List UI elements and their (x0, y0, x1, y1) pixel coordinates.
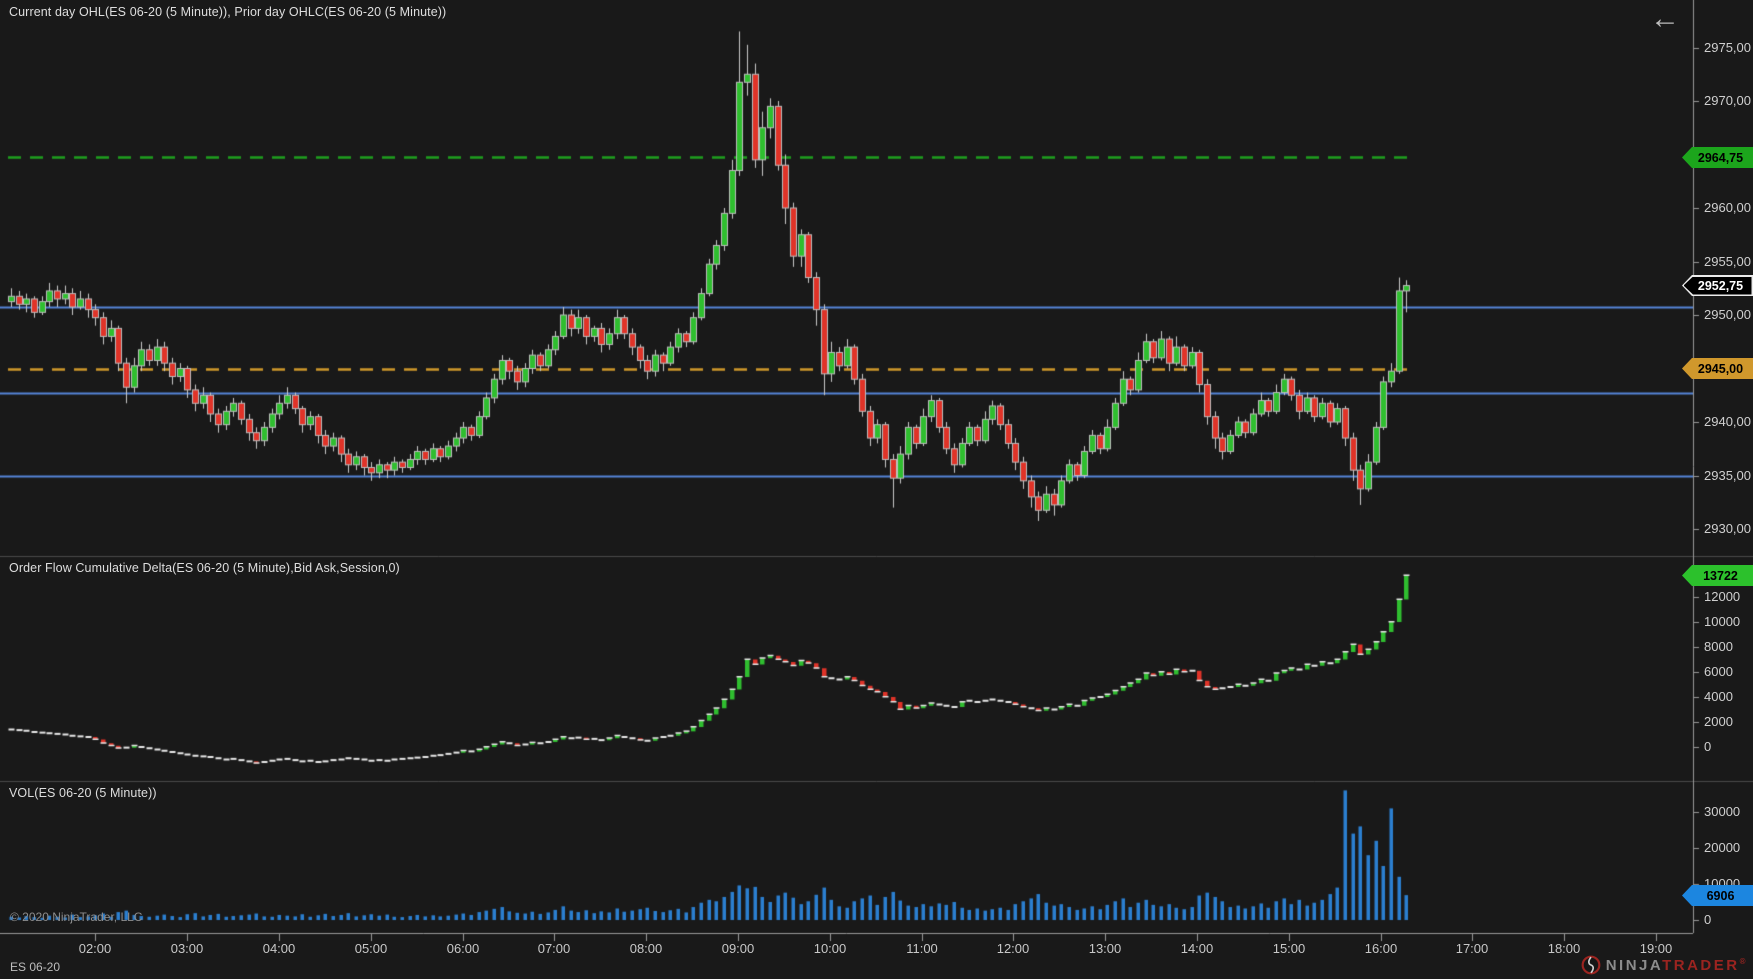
ninjatrader-logo-icon (1581, 955, 1601, 975)
time-tick-label: 13:00 (1088, 941, 1122, 956)
brand-trader-text: TRADER (1662, 956, 1740, 974)
delta-panel-title: Order Flow Cumulative Delta(ES 06-20 (5 … (9, 561, 400, 575)
time-tick-label: 15:00 (1272, 941, 1306, 956)
time-tick-label: 08:00 (629, 941, 663, 956)
price-tick-label: 2940,00 (1704, 414, 1751, 429)
time-tick-label: 10:00 (813, 941, 847, 956)
time-tick-label: 18:00 (1547, 941, 1581, 956)
time-tick-label: 11:00 (906, 941, 938, 956)
price-tick-label: 2955,00 (1704, 254, 1751, 269)
time-tick-label: 17:00 (1455, 941, 1489, 956)
brand-registered-mark: ® (1739, 956, 1748, 966)
back-arrow-icon[interactable]: ← (1650, 2, 1680, 35)
delta-tick-label: 6000 (1704, 664, 1733, 679)
delta-tick-label: 8000 (1704, 639, 1733, 654)
volume-tick-label: 20000 (1704, 840, 1741, 855)
prior-day-high-price-marker: 2964,75 (1682, 147, 1753, 168)
price-tick-label: 2970,00 (1704, 93, 1751, 108)
price-tick-label: 2975,00 (1704, 40, 1751, 55)
time-tick-label: 06:00 (446, 941, 480, 956)
delta-tick-label: 2000 (1704, 714, 1733, 729)
time-tick-label: 03:00 (170, 941, 204, 956)
volume-panel-title: VOL(ES 06-20 (5 Minute)) (9, 786, 157, 800)
instrument-tab-label[interactable]: ES 06-20 (10, 960, 61, 974)
prior-day-close-price-marker: 2945,00 (1682, 358, 1753, 379)
time-tick-label: 12:00 (996, 941, 1030, 956)
brand-ninja-text: NINJA (1605, 956, 1663, 974)
price-tick-label: 2935,00 (1704, 468, 1751, 483)
last-price-marker: 2952,75 (1682, 275, 1753, 296)
time-tick-label: 05:00 (354, 941, 388, 956)
delta-tick-label: 12000 (1704, 589, 1741, 604)
price-tick-label: 2960,00 (1704, 200, 1751, 215)
time-tick-label: 19:00 (1639, 941, 1673, 956)
time-tick-label: 16:00 (1364, 941, 1398, 956)
delta-tick-label: 10000 (1704, 614, 1741, 629)
last-price-marker-label: 2952,75 (1683, 276, 1752, 295)
delta-tick-label: 0 (1704, 739, 1712, 754)
price-panel-title: Current day OHL(ES 06-20 (5 Minute)), Pr… (9, 5, 447, 19)
cumulative-delta-last-value-marker: 13722 (1682, 565, 1753, 586)
time-tick-label: 09:00 (721, 941, 755, 956)
volume-tick-label: 30000 (1704, 804, 1741, 819)
time-tick-label: 04:00 (262, 941, 296, 956)
time-tick-label: 14:00 (1180, 941, 1214, 956)
ninjatrader-logo: NINJATRADER® (1581, 955, 1748, 975)
volume-tick-label: 0 (1704, 912, 1712, 927)
copyright-text: © 2020 NinjaTrader, LLC (10, 910, 143, 924)
time-tick-label: 07:00 (537, 941, 571, 956)
price-tick-label: 2930,00 (1704, 521, 1751, 536)
price-tick-label: 2950,00 (1704, 307, 1751, 322)
time-tick-label: 02:00 (78, 941, 112, 956)
delta-tick-label: 4000 (1704, 689, 1733, 704)
volume-last-value-marker: 6906 (1682, 885, 1753, 906)
